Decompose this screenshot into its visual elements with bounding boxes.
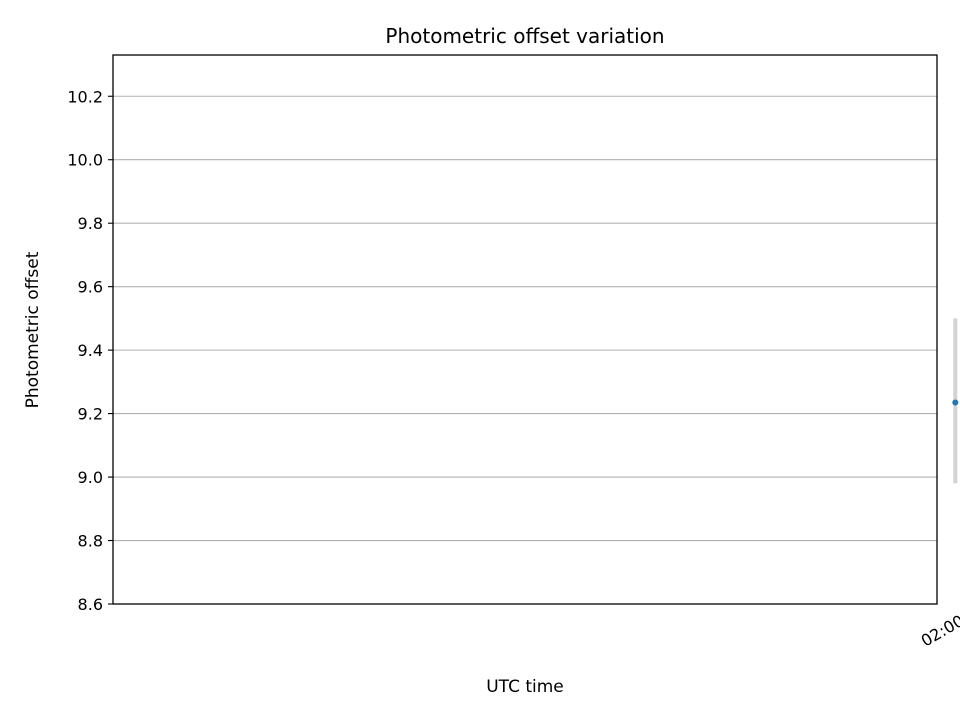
- y-tick-label: 8.8: [78, 532, 103, 551]
- chart-title: Photometric offset variation: [385, 24, 664, 48]
- grid-layer: [113, 95, 937, 605]
- x-axis-title: UTC time: [486, 677, 564, 697]
- y-axis-ticks: 8.6 8.8 9.0 9.2 9.4 9.6 9.8 10.0 10.2: [67, 87, 113, 614]
- y-tick-label: 9.8: [78, 214, 103, 233]
- y-tick-label: 9.4: [78, 341, 103, 360]
- data-point: [952, 399, 959, 406]
- y-axis-title: Photometric offset: [23, 251, 43, 408]
- y-tick-label: 9.6: [78, 278, 103, 297]
- plot-frame: [112, 54, 938, 605]
- y-tick-label: 10.0: [67, 151, 103, 170]
- point-layer: [952, 399, 959, 406]
- y-tick-label: 9.0: [78, 468, 103, 487]
- y-tick-label: 10.2: [67, 87, 103, 106]
- y-tick-label: 8.6: [78, 595, 103, 614]
- y-tick-label: 9.2: [78, 405, 103, 424]
